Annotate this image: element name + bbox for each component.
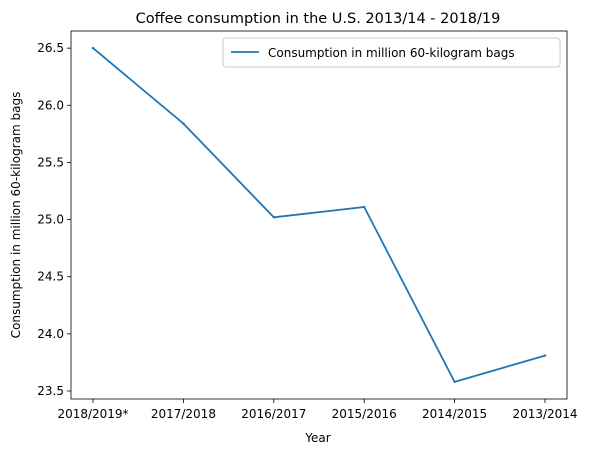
y-tick-label: 25.5	[37, 155, 64, 169]
y-tick-label: 24.0	[37, 327, 64, 341]
data-point	[272, 216, 275, 219]
y-tick-label: 24.5	[37, 270, 64, 284]
y-tick-label: 26.0	[37, 98, 64, 112]
data-point	[543, 354, 547, 357]
series-group	[91, 46, 547, 384]
chart-title: Coffee consumption in the U.S. 2013/14 -…	[136, 11, 501, 27]
data-point	[182, 122, 185, 125]
x-axis-label: Year	[304, 431, 330, 445]
legend: Consumption in million 60-kilogram bags	[222, 37, 561, 68]
y-tick-label: 23.5	[37, 384, 64, 398]
x-tick-label: 2018/2019*	[57, 407, 128, 421]
plot-area	[70, 30, 568, 400]
x-tick-label: 2017/2018	[151, 407, 216, 421]
x-tick-label: 2015/2016	[332, 407, 397, 421]
series-line	[92, 47, 546, 383]
y-axis: 23.5 24.0 24.5 25.0 25.5 26.0 26.5	[37, 41, 71, 398]
x-tick-label: 2014/2015	[422, 407, 487, 421]
data-point	[363, 205, 366, 209]
data-point	[91, 46, 95, 50]
x-axis: 2018/2019* 2017/2018 2016/2017 2015/2016 201…	[57, 399, 578, 421]
x-tick-label: 2016/2017	[241, 407, 306, 421]
y-tick-label: 26.5	[37, 41, 64, 55]
legend-box	[222, 37, 561, 68]
data-point	[453, 380, 456, 384]
legend-label: Consumption in million 60-kilogram bags	[268, 46, 515, 60]
y-tick-label: 25.0	[37, 213, 64, 227]
x-tick-label: 2013/2014	[512, 407, 577, 421]
y-axis-label: Consumption in million 60-kilogram bags	[9, 92, 23, 339]
